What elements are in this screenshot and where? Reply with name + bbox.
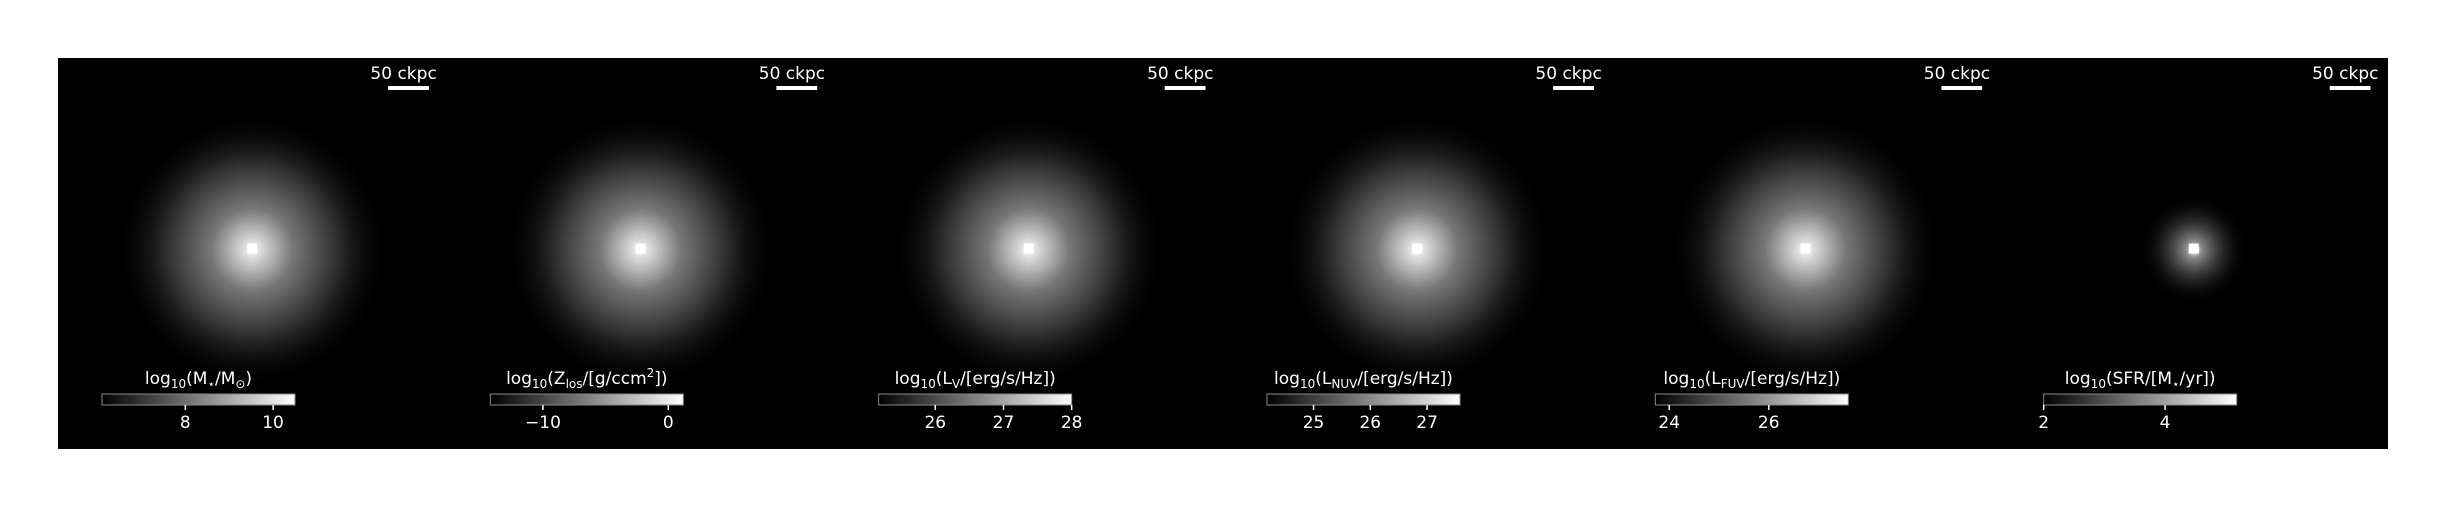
galaxy-core xyxy=(635,243,646,254)
label-part: L xyxy=(942,369,952,389)
label-part: Z xyxy=(554,369,566,389)
colorbar-tick-label: 25 xyxy=(1303,413,1325,433)
label-part: 10 xyxy=(2091,377,2106,391)
scale-label: 50 ckpc xyxy=(1535,64,1601,84)
panel: 50 ckpc log10(LV/[erg/s/Hz]) 26 27 28 xyxy=(834,58,1223,449)
colorbar-tick-label: 27 xyxy=(1416,413,1438,433)
scale-label: 50 ckpc xyxy=(1147,64,1213,84)
colorbar-tick-label: 2 xyxy=(2038,413,2049,433)
panel: 50 ckpc log10(LNUV/[erg/s/Hz]) 25 26 27 xyxy=(1223,58,1612,449)
galaxy-core xyxy=(1800,243,1811,254)
colorbar-tick-label: 27 xyxy=(993,413,1015,433)
colorbar-label: log10(Zlos/[g/ccm2]) xyxy=(506,366,667,391)
colorbar-label: log10(LNUV/[erg/s/Hz]) xyxy=(1274,369,1453,391)
label-part: log xyxy=(2065,369,2091,389)
colorbar-label: log10(M⋆/M⊙) xyxy=(145,369,252,391)
galaxy-core xyxy=(1412,243,1423,254)
label-part: /[erg/s/Hz]) xyxy=(960,369,1056,389)
colorbar xyxy=(1266,393,1461,406)
label-part: log xyxy=(506,369,532,389)
colorbar-label: log10(SFR/[M⋆/yr]) xyxy=(2065,369,2216,391)
colorbar-tick-label: 24 xyxy=(1658,413,1680,433)
colorbar-tick-label: 10 xyxy=(262,413,284,433)
label-part: ( xyxy=(1705,369,1712,389)
galaxy-core xyxy=(247,243,258,254)
scale-label: 50 ckpc xyxy=(759,64,825,84)
label-part: /yr]) xyxy=(2180,369,2216,389)
colorbar-tick-label: 26 xyxy=(1758,413,1780,433)
colorbar-tick-label: 26 xyxy=(1359,413,1381,433)
label-part: 10 xyxy=(921,377,936,391)
label-part: M xyxy=(221,369,236,389)
scale-label: 50 ckpc xyxy=(370,64,436,84)
label-part: 10 xyxy=(1300,377,1315,391)
scale-label: 50 ckpc xyxy=(1924,64,1990,84)
label-part: L xyxy=(1322,369,1332,389)
label-part: /[g/ccm xyxy=(583,369,647,389)
label-part: log xyxy=(1663,369,1689,389)
label-part: ]) xyxy=(654,369,667,389)
galaxy-core xyxy=(1023,243,1034,254)
label-part: / xyxy=(215,369,221,389)
label-part: ( xyxy=(547,369,554,389)
label-part: ( xyxy=(186,369,193,389)
colorbar xyxy=(101,393,296,406)
label-part: /[erg/s/Hz]) xyxy=(1357,369,1453,389)
colorbar-tick-label: 8 xyxy=(180,413,191,433)
colorbar-tick-label: 4 xyxy=(2160,413,2171,433)
label-part: ⋆ xyxy=(2172,377,2180,391)
label-part: ( xyxy=(936,369,943,389)
label-part: M xyxy=(193,369,208,389)
label-part: (SFR/[M xyxy=(2106,369,2172,389)
label-part: log xyxy=(895,369,921,389)
colorbar-tick-label: 28 xyxy=(1061,413,1083,433)
label-part: 10 xyxy=(1689,377,1704,391)
label-part: ( xyxy=(1315,369,1322,389)
label-part: los xyxy=(566,377,583,391)
label-part: ) xyxy=(245,369,252,389)
colorbar xyxy=(489,393,684,406)
colorbar xyxy=(2043,393,2238,406)
colorbar-label: log10(LV/[erg/s/Hz]) xyxy=(895,369,1056,391)
colorbar-tick-label: 26 xyxy=(924,413,946,433)
colorbar xyxy=(1654,393,1849,406)
panel: 50 ckpc log10(LFUV/[erg/s/Hz]) 24 26 xyxy=(1611,58,2000,449)
panel: 50 ckpc log10(SFR/[M⋆/yr]) 2 4 xyxy=(1999,58,2388,449)
label-part: V xyxy=(952,377,961,391)
label-part: /[erg/s/Hz]) xyxy=(1745,369,1841,389)
panel: 50 ckpc log10(Zlos/[g/ccm2]) −10 0 xyxy=(446,58,835,449)
scale-label: 50 ckpc xyxy=(2312,64,2378,84)
colorbar-tick-label: −10 xyxy=(525,413,561,433)
label-part: 2 xyxy=(647,366,655,380)
galaxy-core xyxy=(2188,243,2199,254)
label-part: ⊙ xyxy=(235,377,245,391)
label-part: 10 xyxy=(532,377,547,391)
colorbar xyxy=(878,393,1073,406)
label-part: NUV xyxy=(1331,377,1358,391)
label-part: L xyxy=(1711,369,1721,389)
colorbar-tick-label: 0 xyxy=(663,413,674,433)
colorbar-label: log10(LFUV/[erg/s/Hz]) xyxy=(1663,369,1840,391)
label-part: log xyxy=(145,369,171,389)
label-part: ⋆ xyxy=(207,377,215,391)
label-part: FUV xyxy=(1721,377,1746,391)
label-part: log xyxy=(1274,369,1300,389)
label-part: 10 xyxy=(171,377,186,391)
